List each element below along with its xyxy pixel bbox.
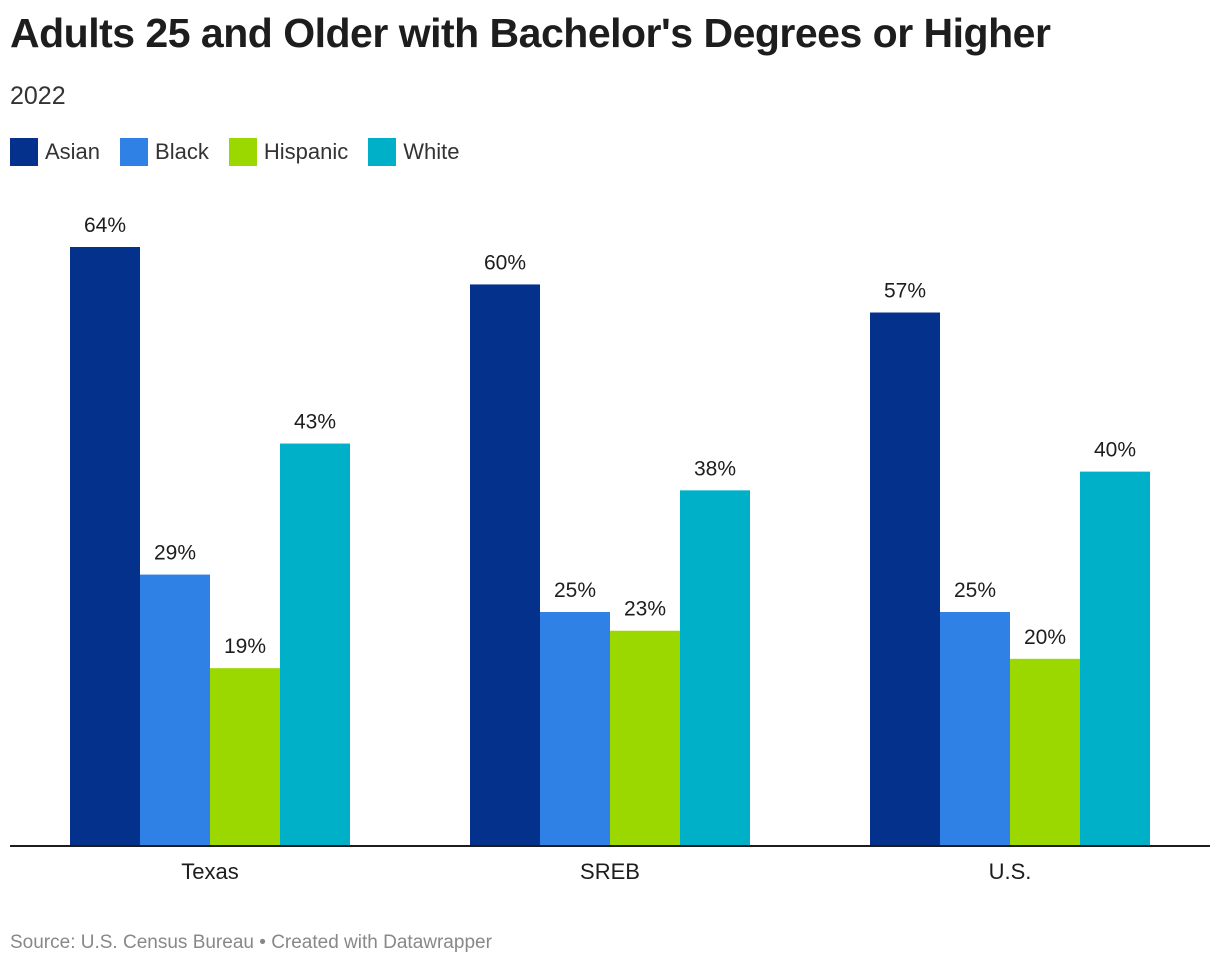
legend-swatch-white	[368, 138, 397, 166]
bar-sreb-white	[680, 490, 750, 846]
category-label-u-s: U.S.	[989, 859, 1032, 884]
bar-sreb-black	[540, 612, 610, 846]
credit-note: Created with Datawrapper	[271, 932, 492, 953]
category-label-texas: Texas	[181, 859, 238, 884]
bar-sreb-hispanic	[610, 630, 680, 846]
value-label-sreb-hispanic: 23%	[624, 598, 666, 621]
value-label-texas-hispanic: 19%	[224, 635, 266, 658]
value-label-u-s-white: 40%	[1094, 439, 1136, 462]
value-label-sreb-asian: 60%	[484, 251, 526, 274]
bar-u-s-black	[940, 612, 1010, 846]
legend-swatch-black	[120, 138, 149, 166]
bars-layer	[70, 247, 1150, 846]
bar-texas-black	[140, 574, 210, 846]
category-labels-layer: Texas SREB U.S.	[181, 859, 1031, 884]
value-label-u-s-hispanic: 20%	[1024, 626, 1066, 649]
bar-texas-hispanic	[210, 668, 280, 846]
legend-swatch-hispanic	[228, 138, 257, 166]
legend-label-white: White	[403, 139, 460, 164]
legend-label-asian: Asian	[45, 139, 101, 164]
footer-separator: •	[253, 932, 272, 953]
bar-u-s-asian	[870, 312, 940, 846]
legend-item-black: Black	[120, 138, 209, 166]
legend-label-black: Black	[155, 139, 209, 164]
legend-swatch-asian	[10, 138, 38, 166]
bar-u-s-white	[1080, 471, 1150, 846]
value-label-texas-black: 29%	[154, 542, 196, 565]
chart-footer: Source: U.S. Census Bureau • Created wit…	[10, 932, 492, 954]
value-labels-layer: 64% 29% 19% 43% 60% 25% 23% 38% 57% 25% 20% 40%	[84, 214, 1136, 658]
legend-item-white: White	[368, 138, 459, 166]
bar-u-s-hispanic	[1010, 658, 1080, 846]
value-label-u-s-asian: 57%	[884, 280, 926, 303]
bar-chart: 64% 29% 19% 43% 60% 25% 23% 38% 57% 25% 20% 40% Tex…	[10, 214, 1210, 884]
source-note: Source: U.S. Census Bureau	[10, 932, 254, 953]
value-label-texas-white: 43%	[294, 411, 336, 434]
legend-item-hispanic: Hispanic	[228, 138, 349, 166]
legend: Asian Black Hispanic White	[10, 138, 479, 166]
legend-item-asian: Asian	[10, 138, 100, 166]
value-label-u-s-black: 25%	[954, 579, 996, 602]
category-label-sreb: SREB	[580, 859, 640, 884]
bar-texas-white	[280, 443, 350, 846]
value-label-texas-asian: 64%	[84, 214, 126, 237]
bar-sreb-asian	[470, 284, 540, 846]
value-label-sreb-black: 25%	[554, 579, 596, 602]
bar-texas-asian	[70, 247, 140, 846]
chart-subtitle: 2022	[10, 82, 66, 110]
value-label-sreb-white: 38%	[694, 457, 736, 480]
legend-label-hispanic: Hispanic	[263, 139, 349, 164]
chart-title: Adults 25 and Older with Bachelor's Degr…	[10, 10, 1051, 56]
